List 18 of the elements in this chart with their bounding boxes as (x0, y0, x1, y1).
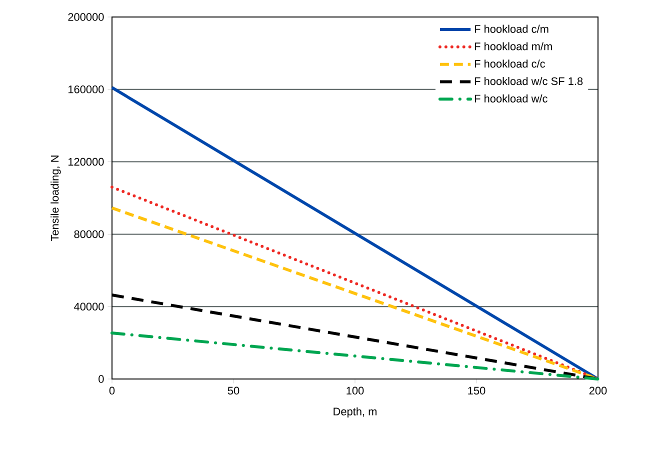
y-tick-label: 0 (98, 375, 104, 383)
x-axis-title: Depth, m (334, 407, 376, 418)
y-tick-label: 120000 (68, 158, 104, 166)
y-tick-label: 80000 (74, 230, 104, 238)
legend-label: F hookload c/c (474, 60, 546, 68)
x-tick-label: 200 (589, 386, 607, 395)
x-tick-label: 0 (109, 386, 115, 395)
legend-label: F hookload w/c (474, 94, 548, 102)
y-tick-label: 40000 (74, 302, 104, 310)
legend-label: F hookload w/c SF 1.8 (474, 77, 583, 86)
legend-label: F hookload c/m (474, 24, 548, 33)
y-tick-label: 200000 (68, 13, 104, 21)
x-tick-label: 50 (228, 386, 240, 395)
x-tick-label: 150 (468, 386, 486, 395)
y-axis-title: Tensile loading, N (50, 156, 61, 241)
y-tick-label: 160000 (68, 86, 104, 94)
legend-label: F hookload m/m (474, 42, 552, 50)
x-tick-label: 100 (346, 386, 364, 395)
